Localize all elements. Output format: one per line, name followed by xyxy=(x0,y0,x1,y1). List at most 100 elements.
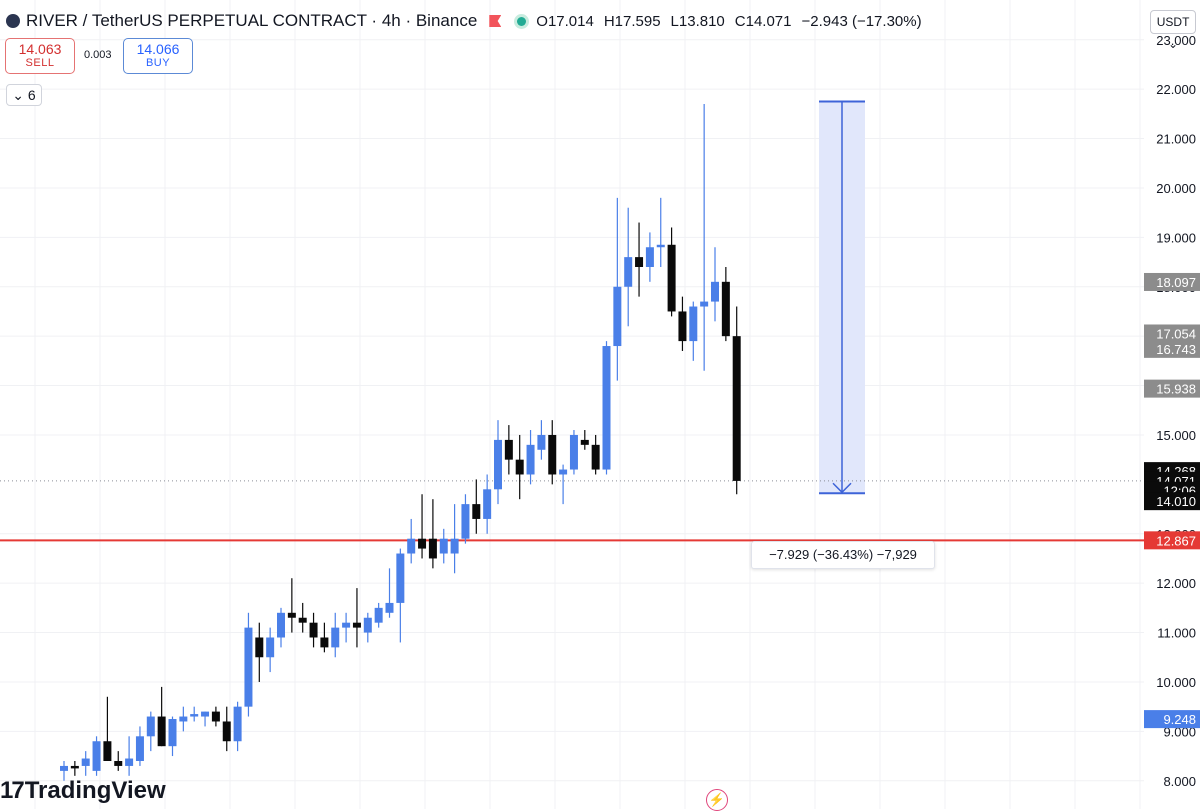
price-tag xyxy=(1144,272,1200,291)
ohlc-close: C14.071 xyxy=(734,12,792,30)
candle-body xyxy=(461,504,470,539)
candle-body xyxy=(483,489,492,519)
sell-label: SELL xyxy=(25,57,55,69)
candle-body xyxy=(287,612,296,618)
candle-body xyxy=(472,504,481,519)
price-tag xyxy=(1144,531,1200,550)
candle-body xyxy=(298,617,307,623)
price-axis xyxy=(1144,0,1200,809)
candle-body xyxy=(439,538,448,554)
price-tag xyxy=(1144,379,1200,398)
candle-body xyxy=(548,434,557,475)
currency-select[interactable]: USDT ⌄ xyxy=(1150,10,1196,51)
candle-body xyxy=(309,622,318,638)
price-tag-label: 12.867 xyxy=(1156,533,1196,548)
candle-body xyxy=(613,286,622,347)
buy-button[interactable]: 14.066 BUY xyxy=(123,38,193,74)
indicators-toggle[interactable]: ⌄ 6 xyxy=(6,84,42,106)
candle-body xyxy=(700,301,709,307)
candle-body xyxy=(190,714,199,717)
y-tick-label: 12.000 xyxy=(1156,576,1196,591)
sell-button[interactable]: 14.063 SELL xyxy=(5,38,75,74)
candle-body xyxy=(494,439,502,490)
candle-body xyxy=(352,622,361,628)
candle-body xyxy=(602,346,611,470)
candle-body xyxy=(428,538,437,559)
y-tick-label: 20.000 xyxy=(1156,181,1196,196)
indicators-count: 6 xyxy=(27,87,36,103)
tradingview-logo-icon: 17 xyxy=(0,777,25,804)
price-tag-label: 9.248 xyxy=(1163,712,1196,727)
symbol-title[interactable]: RIVER / TetherUS PERPETUAL CONTRACT · 4h… xyxy=(26,11,478,30)
candle-body xyxy=(418,538,427,549)
candle-body xyxy=(374,607,383,623)
y-tick-label: 9.000 xyxy=(1163,724,1196,739)
candle-body xyxy=(363,617,372,633)
bolt-icon[interactable]: ⚡ xyxy=(706,789,728,811)
candle-body xyxy=(103,741,112,761)
candle-body xyxy=(580,439,589,445)
tradingview-logo[interactable]: 17 TradingView xyxy=(0,776,166,806)
candle-body xyxy=(635,257,644,267)
candle-body xyxy=(179,716,188,722)
market-status-icon xyxy=(517,16,527,26)
candle-body xyxy=(559,469,568,475)
chart-header: RIVER / TetherUS PERPETUAL CONTRACT · 4h… xyxy=(6,9,922,33)
candle-body xyxy=(331,627,340,648)
candle-body xyxy=(689,306,698,342)
candle-body xyxy=(732,336,741,481)
ohlc-open: O17.014 xyxy=(536,12,594,30)
y-tick-label: 23.000 xyxy=(1156,33,1196,48)
candle-body xyxy=(385,602,394,613)
candle-body xyxy=(320,637,329,648)
candle-body xyxy=(222,721,231,742)
candle-body xyxy=(342,622,351,628)
y-tick-label: 22.000 xyxy=(1156,82,1196,97)
candle-body xyxy=(591,444,600,470)
ohlc-low: L13.810 xyxy=(670,12,725,30)
tradingview-wordmark: TradingView xyxy=(24,777,166,804)
ohlc-high: H17.595 xyxy=(603,12,661,30)
candle-body xyxy=(125,758,134,766)
candle-body xyxy=(678,311,687,342)
candle-body xyxy=(396,553,405,603)
candle-body xyxy=(211,711,220,722)
candle-body xyxy=(277,612,285,638)
symbol-logo-icon xyxy=(6,14,20,28)
candle-body xyxy=(450,538,459,554)
candle-body xyxy=(81,758,90,766)
measure-arrow-head xyxy=(832,482,852,494)
candle-body xyxy=(515,459,524,475)
buy-label: BUY xyxy=(145,57,171,69)
candle-body xyxy=(255,637,264,658)
candle-body xyxy=(656,244,665,248)
y-tick-label: 11.000 xyxy=(1157,626,1196,641)
price-change: −2.943 (−17.30%) xyxy=(801,12,922,30)
flag-icon[interactable] xyxy=(489,15,502,27)
candle-body xyxy=(624,257,633,287)
candle-body xyxy=(526,444,535,475)
price-tag-label: 14.010 xyxy=(1156,494,1196,509)
candle-body xyxy=(645,247,654,267)
candle-body xyxy=(60,765,68,771)
currency-label: USDT xyxy=(1156,15,1190,29)
price-tag xyxy=(1144,339,1200,358)
price-tag xyxy=(1144,492,1200,511)
price-tag-label: 16.743 xyxy=(1156,342,1196,357)
y-tick-label: 15.000 xyxy=(1156,428,1196,443)
candle-body xyxy=(244,627,253,707)
candle-body xyxy=(266,637,275,658)
price-tag xyxy=(1144,324,1200,343)
sell-price: 14.063 xyxy=(18,41,62,57)
candle-body xyxy=(537,434,546,450)
candle-body xyxy=(168,719,177,747)
price-tag-label: 18.097 xyxy=(1156,275,1196,290)
candle-body xyxy=(201,711,210,717)
candle-body xyxy=(504,439,513,460)
price-tag xyxy=(1144,710,1200,729)
candle-body xyxy=(721,281,730,337)
spread-value: 0.003 xyxy=(84,49,112,61)
candle-body xyxy=(92,741,101,771)
price-tag-label: 17.054 xyxy=(1156,326,1196,341)
